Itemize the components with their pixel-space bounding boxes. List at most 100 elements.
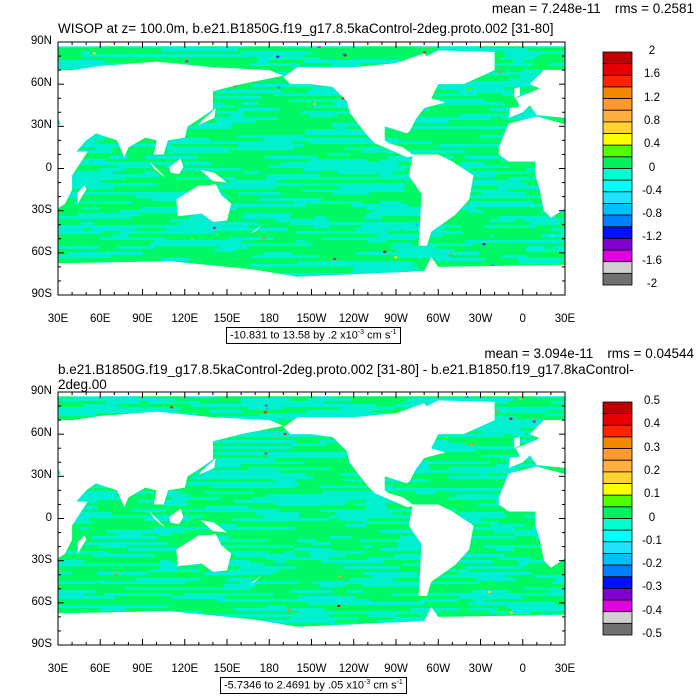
- land-mask: [176, 183, 232, 222]
- land-mask: [58, 42, 101, 47]
- land-mask: [198, 458, 216, 475]
- lon-tick-label: 60E: [90, 313, 111, 325]
- land-mask: [58, 264, 101, 295]
- lon-tick-label: 120E: [171, 663, 199, 675]
- lon-tick-label: 90E: [132, 313, 153, 325]
- colorbar-label: -0.4: [642, 184, 662, 197]
- colorbar-box: [602, 576, 633, 589]
- colorbar-box: [602, 133, 633, 146]
- colorbar-label: 0.2: [644, 464, 660, 477]
- colorbar-box: [602, 518, 633, 531]
- lon-tick-label: 60W: [426, 663, 451, 675]
- colorbar-box: [602, 459, 633, 473]
- land-mask: [58, 474, 88, 559]
- colorbar-box: [602, 191, 633, 204]
- info-unit: cm s: [364, 329, 391, 342]
- colorbar-box: [602, 471, 633, 484]
- lon-tick-label: 30E: [47, 663, 69, 675]
- colorbar-label: -0.8: [642, 208, 662, 221]
- colorbar-label: -0.3: [642, 581, 662, 594]
- colorbar-box: [602, 483, 633, 496]
- land-mask: [514, 86, 520, 99]
- colorbar-box: [602, 86, 633, 99]
- rms-value: rms = 0.04544: [607, 346, 694, 361]
- lat-tick-label: 90N: [30, 385, 52, 397]
- lon-tick-label: 30W: [468, 313, 493, 325]
- colorbar-box: [602, 98, 633, 111]
- lon-tick-label: 150W: [296, 663, 327, 675]
- colorbar-box: [602, 436, 633, 450]
- land-mask: [149, 511, 166, 527]
- lat-tick-label: 90S: [31, 638, 52, 650]
- lon-tick-label: 90W: [384, 663, 408, 675]
- colorbar-box: [602, 249, 633, 263]
- colorbar-box: [602, 541, 633, 554]
- lon-tick-label: 30E: [554, 663, 576, 675]
- colorbar-box: [602, 63, 633, 76]
- land-mask: [200, 169, 227, 183]
- lon-tick-label: 120E: [171, 313, 199, 325]
- lon-tick-label: 150W: [296, 313, 327, 325]
- land-mask: [198, 108, 216, 125]
- lon-tick-label: 90W: [384, 313, 408, 325]
- land-mask: [149, 161, 166, 177]
- land-mask: [508, 420, 565, 468]
- land-mask: [176, 533, 232, 572]
- plot-title: b.e21.B1850G.f19_g17.8.5kaControl-2deg.p…: [58, 362, 634, 392]
- colorbar-box: [602, 51, 633, 65]
- land-mask: [58, 61, 284, 158]
- colorbar-label: -0.4: [642, 604, 662, 617]
- colorbar-box: [602, 529, 633, 543]
- colorbar-box: [602, 401, 633, 415]
- lon-tick-label: 120W: [338, 313, 369, 325]
- colorbar-label: 1.2: [644, 91, 660, 104]
- land-mask: [58, 607, 565, 645]
- colorbar-box: [602, 74, 633, 88]
- land-mask: [498, 116, 565, 218]
- colorbar-label: 0: [648, 511, 656, 524]
- info-exp: -3: [357, 329, 365, 336]
- lon-tick-label: 30E: [554, 313, 576, 325]
- colorbar-box: [602, 622, 633, 636]
- colorbar-label: 1.6: [644, 68, 660, 81]
- land-mask: [421, 50, 495, 85]
- info-range: -10.831 to 13.58 by .2 x10: [230, 329, 358, 342]
- colorbar-label: 0.8: [644, 114, 660, 127]
- map-panel-1: [57, 41, 633, 296]
- land-mask: [250, 571, 267, 584]
- info-range: -5.7346 to 2.4691 by .05 x10: [224, 679, 365, 692]
- colorbar-label: -0.1: [642, 534, 662, 547]
- colorbar-label: -1.6: [642, 254, 662, 267]
- lat-tick-label: 30N: [30, 119, 52, 132]
- info-unit-exp: -1: [396, 679, 403, 686]
- colorbar-box: [602, 203, 633, 216]
- lat-tick-label: 60N: [30, 427, 52, 440]
- colorbar-label: 0.1: [644, 488, 660, 501]
- land-mask: [58, 614, 101, 645]
- lon-tick-label: 180: [259, 663, 279, 675]
- land-mask: [58, 257, 565, 295]
- lon-tick-label: 120W: [338, 663, 369, 675]
- lon-tick-label: 60E: [90, 663, 111, 675]
- colorbar-box: [602, 599, 633, 613]
- colorbar-box: [602, 261, 633, 274]
- colorbar-label: -1.2: [642, 231, 662, 244]
- colorbar-box: [602, 588, 633, 601]
- colorbar-box: [602, 448, 633, 461]
- lat-tick-label: 60S: [31, 595, 52, 608]
- stats-row: mean = 7.248e-11 rms = 0.2581: [492, 1, 694, 17]
- mean-value: mean = 3.094e-11: [484, 346, 594, 361]
- colorbar-box: [602, 144, 633, 158]
- lat-tick-label: 30S: [31, 203, 52, 216]
- lat-tick-label: 30N: [30, 469, 52, 482]
- lat-tick-label: 90N: [30, 35, 52, 47]
- lon-tick-label: 30E: [47, 313, 69, 325]
- info-exp: -3: [364, 679, 371, 686]
- lon-tick-label: 150E: [213, 663, 241, 675]
- lat-tick-label: 0: [45, 511, 52, 524]
- land-mask: [169, 508, 184, 525]
- land-mask: [283, 403, 446, 508]
- land-mask: [508, 70, 565, 118]
- colorbar-box: [602, 168, 633, 181]
- lon-tick-label: 0: [519, 663, 526, 675]
